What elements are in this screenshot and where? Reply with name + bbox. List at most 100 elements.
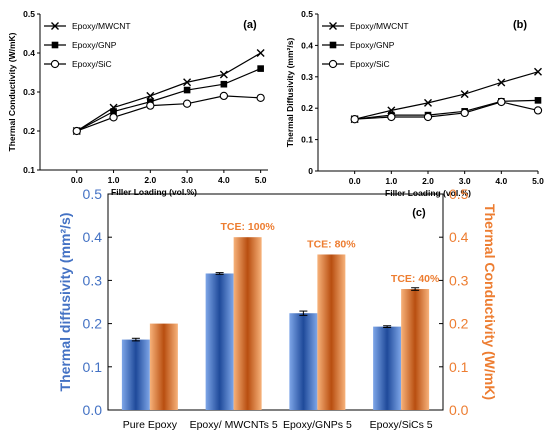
legend-marker (328, 59, 338, 69)
x-axis-label: Filler Loading (vol.%) (385, 188, 471, 198)
y-tick-label-left: 0.5 (83, 186, 103, 202)
data-point (146, 101, 155, 110)
data-point (424, 98, 432, 107)
y-tick-label: 0.3 (23, 87, 35, 97)
legend-marker (50, 59, 60, 69)
bar-diffusivity (373, 326, 402, 410)
data-point (109, 113, 118, 122)
panel-label: (b) (513, 19, 527, 31)
x-tick-label: 1.0 (385, 176, 397, 186)
panel-c: 0.0 0.0 0.1 0.1 0.2 0.2 0.3 0.3 0.4 0.4 0.5 0.5 Ther… (57, 186, 498, 431)
data-point (533, 106, 543, 115)
x-tick-label: 5.0 (532, 176, 544, 186)
x-tick-label: 0.0 (71, 175, 83, 185)
y-tick-label: 0.5 (23, 9, 35, 19)
y-tick-label-left: 0.2 (83, 316, 103, 332)
bar-conductivity (317, 254, 346, 410)
legend-label: Epoxy/GNP (72, 40, 117, 50)
tce-annotation: TCE: 80% (307, 238, 356, 250)
series-line-0 (354, 71, 539, 120)
category-label: Pure Epoxy (123, 419, 178, 431)
y-tick-label-right: 0.5 (449, 186, 469, 202)
data-point (110, 108, 117, 115)
y-tick-label-right: 0.4 (449, 229, 469, 245)
y-tick-label: 0.1 (23, 165, 35, 175)
series-line-0 (76, 52, 261, 132)
legend-marker (329, 41, 337, 49)
legend-marker (329, 22, 337, 30)
x-tick-label: 4.0 (495, 176, 507, 186)
y-tick-label-right: 0.2 (449, 316, 469, 332)
x-tick-label: 2.0 (422, 176, 434, 186)
data-point (219, 91, 229, 101)
y-tick-label: 0.5 (301, 9, 313, 19)
x-tick-label: 3.0 (181, 175, 193, 185)
bar-diffusivity (205, 273, 234, 410)
panel-label: (a) (243, 19, 257, 31)
x-tick-label: 5.0 (255, 175, 267, 185)
data-point (350, 115, 359, 124)
data-point (219, 70, 228, 79)
bar-conductivity (149, 323, 178, 410)
panel-label: (c) (412, 207, 426, 219)
data-point (256, 49, 265, 57)
data-point (146, 91, 155, 100)
y-tick-label-right: 0.0 (449, 402, 469, 418)
y-axis-label: Thermal Diffusivity (mm²/s) (285, 38, 295, 148)
legend-marker (51, 22, 59, 30)
x-tick-label: 2.0 (144, 175, 156, 185)
panel-a: 0.1 0.2 0.3 0.4 0.5 0.0 1.0 2.0 3.0 4.0 5.0 Filler … (7, 9, 268, 197)
tce-annotation: TCE: 100% (220, 221, 275, 233)
data-point (183, 86, 191, 94)
data-point (257, 65, 264, 72)
y-axis-label: Thermal Conductivity (W/mK) (7, 32, 17, 151)
y-tick-label: 0.3 (301, 72, 313, 82)
legend-label: Epoxy/MWCNT (72, 21, 131, 31)
category-label: Epoxy/ MWCNTs 5 (190, 419, 278, 431)
y-tick-label: 0.4 (301, 40, 313, 50)
x-tick-label: 3.0 (459, 176, 471, 186)
x-tick-label: 4.0 (218, 175, 230, 185)
y-tick-label-left: 0.1 (83, 359, 103, 375)
y-axis-label-right: Thermal Conductivity (W/mK) (482, 204, 498, 400)
y-tick-label: 0 (308, 166, 313, 176)
plot-frame (107, 193, 444, 411)
y-tick-label-right: 0.1 (449, 359, 469, 375)
data-point (460, 90, 469, 99)
data-point (387, 112, 396, 122)
bar-conductivity (233, 237, 262, 410)
data-point (256, 93, 265, 102)
y-tick-label-right: 0.3 (449, 272, 469, 288)
series-line-2 (76, 95, 261, 132)
series-line-2 (354, 101, 539, 120)
data-point (182, 99, 192, 108)
tce-annotation: TCE: 40% (391, 273, 440, 285)
y-tick-label: 0.2 (23, 126, 35, 136)
y-tick-label-left: 0.4 (83, 229, 103, 245)
category-label: Epoxy/GNPs 5 (283, 419, 352, 431)
series-line-1 (76, 68, 261, 132)
y-tick-label: 0.2 (301, 103, 313, 113)
y-tick-label-left: 0.0 (83, 402, 103, 418)
data-point (497, 97, 506, 107)
data-point (220, 80, 228, 88)
panel-b: 0 0.1 0.2 0.3 0.4 0.5 0.0 1.0 2.0 3.0 4.0 5.0 Filler… (285, 9, 544, 198)
bar-diffusivity (289, 313, 318, 410)
x-tick-label: 0.0 (349, 176, 361, 186)
legend-label: Epoxy/SiC (350, 59, 390, 69)
legend-label: Epoxy/MWCNT (350, 21, 409, 31)
y-tick-label-left: 0.3 (83, 272, 103, 288)
x-axis-label: Filler Loading (vol.%) (111, 187, 197, 197)
bar-conductivity (401, 289, 430, 410)
legend-label: Epoxy/GNP (350, 40, 395, 50)
legend-label: Epoxy/SiC (72, 59, 112, 69)
bar-diffusivity (121, 339, 150, 410)
data-point (72, 126, 81, 136)
data-point (460, 108, 469, 118)
data-point (497, 78, 506, 87)
category-label: Epoxy/SiCs 5 (370, 419, 433, 431)
data-point (183, 78, 192, 87)
data-point (534, 97, 542, 104)
data-point (423, 112, 433, 122)
